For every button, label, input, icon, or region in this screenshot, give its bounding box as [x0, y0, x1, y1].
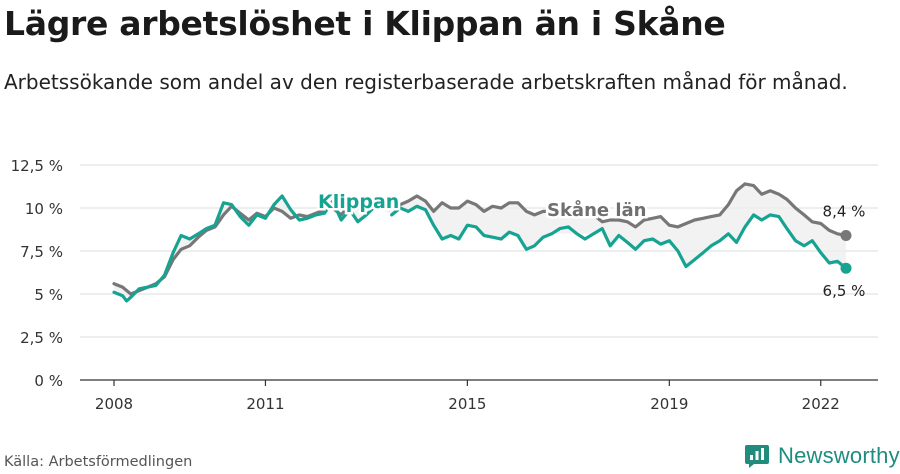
y-tick-label: 7,5 % [20, 243, 63, 261]
x-tick-label: 2011 [246, 395, 284, 413]
y-tick-label: 2,5 % [20, 329, 63, 347]
x-tick-label: 2015 [448, 395, 486, 413]
series-line-klippan [390, 204, 848, 270]
series-lines [112, 182, 848, 303]
x-axis: 2008 2011 2015 2019 2022 [80, 379, 878, 413]
endpoint-dot-skane [840, 230, 852, 242]
series-line-klippan [112, 194, 377, 303]
series-label-skane: Skåne län [547, 199, 647, 221]
brand-name: Newsworthy [778, 443, 900, 468]
series-label-klippan: Klippan [318, 191, 399, 213]
y-tick-label: 5 % [34, 286, 63, 304]
newsworthy-logo-icon [745, 445, 769, 468]
y-tick-label: 0 % [34, 372, 63, 390]
y-axis-labels: 0 % 2,5 % 5 % 7,5 % 10 % 12,5 % [11, 157, 63, 390]
x-tick-label: 2022 [802, 395, 840, 413]
endpoint-dot-klippan [840, 262, 852, 274]
brand-logo[interactable]: Newsworthy [744, 443, 900, 469]
end-value-klippan: 6,5 % [823, 282, 866, 300]
series-line-skane-lan [592, 182, 848, 238]
chart-title: Lägre arbetslöshet i Klippan än i Skåne [4, 4, 726, 43]
y-tick-label: 10 % [25, 200, 63, 218]
x-tick-label: 2019 [650, 395, 688, 413]
series-line-skane-lan [112, 194, 554, 296]
x-tick-label: 2008 [95, 395, 133, 413]
gap-area [114, 183, 846, 298]
source-note: Källa: Arbetsförmedlingen [4, 454, 193, 470]
y-tick-label: 12,5 % [11, 157, 63, 175]
gap-fill [114, 183, 846, 298]
end-value-skane: 8,4 % [823, 203, 866, 221]
series-labels: 8,4 % 6,5 % Klippan Skåne län [316, 189, 866, 301]
chart-subtitle: Arbetssökande som andel av den registerb… [4, 70, 848, 94]
